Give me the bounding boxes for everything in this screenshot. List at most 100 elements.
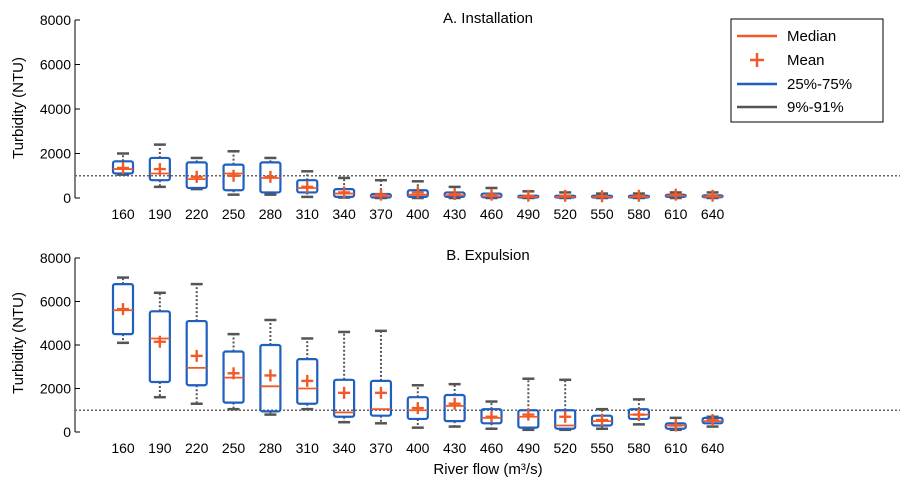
box-430 bbox=[443, 382, 466, 428]
x-tick-label: 310 bbox=[296, 440, 320, 456]
box-460 bbox=[480, 400, 503, 430]
x-tick-label: 550 bbox=[590, 440, 614, 456]
panel-installation: A. Installation Turbidity (NTU) 0 2000 400… bbox=[10, 10, 900, 222]
box-610 bbox=[664, 188, 687, 201]
legend-median-label: Median bbox=[787, 28, 836, 45]
box-400 bbox=[406, 180, 429, 200]
x-tick-label: 370 bbox=[369, 440, 393, 456]
x-tick-label: 460 bbox=[480, 206, 504, 222]
x-tick-label: 520 bbox=[554, 440, 578, 456]
y-tick-label: 0 bbox=[63, 190, 71, 206]
box-520 bbox=[554, 189, 577, 202]
x-tick-label: 610 bbox=[664, 206, 688, 222]
x-tick-label: 400 bbox=[406, 440, 430, 456]
box-190 bbox=[148, 291, 171, 399]
x-tick-label: 190 bbox=[148, 440, 172, 456]
box-610 bbox=[664, 416, 687, 432]
box-310 bbox=[296, 337, 319, 411]
box-160 bbox=[111, 152, 135, 176]
box-640 bbox=[701, 189, 724, 202]
panel-title-installation: A. Installation bbox=[443, 10, 533, 27]
x-tick-label: 280 bbox=[259, 206, 283, 222]
box-190 bbox=[148, 143, 171, 189]
legend-mean-swatch bbox=[750, 53, 764, 67]
x-tick-label: 580 bbox=[627, 440, 651, 456]
y-tick-label: 6000 bbox=[40, 294, 71, 310]
y-tick-label: 8000 bbox=[40, 12, 71, 28]
box-220 bbox=[185, 156, 208, 191]
box-250 bbox=[222, 150, 245, 196]
legend-whisker-label: 9%-91% bbox=[787, 99, 844, 116]
iqr-box bbox=[259, 343, 282, 413]
x-tick-label: 370 bbox=[369, 206, 393, 222]
iqr-box bbox=[333, 378, 356, 418]
x-tick-label: 550 bbox=[590, 206, 614, 222]
box-370 bbox=[369, 329, 393, 425]
y-tick-label: 6000 bbox=[40, 57, 71, 73]
x-axis-label: River flow (m³/s) bbox=[433, 461, 542, 478]
x-tick-label: 430 bbox=[443, 440, 467, 456]
box-550 bbox=[590, 190, 614, 203]
box-370 bbox=[369, 178, 393, 201]
box-430 bbox=[443, 185, 466, 200]
box-340 bbox=[333, 330, 356, 424]
y-tick-label: 4000 bbox=[40, 101, 71, 117]
iqr-box bbox=[554, 409, 577, 430]
x-tick-label: 190 bbox=[148, 206, 172, 222]
box-580 bbox=[627, 398, 651, 426]
x-tick-label: 490 bbox=[517, 440, 541, 456]
iqr-box bbox=[443, 393, 466, 423]
box-160 bbox=[111, 276, 135, 345]
iqr-box bbox=[185, 319, 208, 387]
box-340 bbox=[333, 176, 356, 199]
iqr-box bbox=[480, 408, 503, 425]
y-axis-label-installation: Turbidity (NTU) bbox=[10, 57, 27, 159]
x-tick-label: 460 bbox=[480, 440, 504, 456]
box-220 bbox=[185, 282, 208, 405]
box-520 bbox=[554, 378, 577, 432]
box-460 bbox=[480, 186, 503, 201]
iqr-box bbox=[406, 396, 429, 421]
box-550 bbox=[590, 407, 614, 430]
box-400 bbox=[406, 383, 429, 429]
x-tick-label: 610 bbox=[664, 440, 688, 456]
legend: Median Mean 25%-75% 9%-91% bbox=[730, 18, 884, 123]
y-tick-label: 2000 bbox=[40, 381, 71, 397]
box-580 bbox=[627, 189, 651, 202]
box-640 bbox=[701, 414, 724, 428]
x-tick-label: 250 bbox=[222, 206, 246, 222]
box-310 bbox=[296, 170, 319, 199]
box-280 bbox=[259, 318, 282, 416]
iqr-box bbox=[148, 310, 171, 384]
legend-iqr-label: 25%-75% bbox=[787, 76, 852, 93]
box-250 bbox=[222, 332, 245, 411]
iqr-box bbox=[111, 283, 135, 336]
x-tick-label: 430 bbox=[443, 206, 467, 222]
x-tick-label: 220 bbox=[185, 440, 209, 456]
x-tick-label: 640 bbox=[701, 206, 725, 222]
y-axis-label-expulsion: Turbidity (NTU) bbox=[10, 292, 27, 394]
iqr-box bbox=[296, 358, 319, 405]
x-tick-label: 580 bbox=[627, 206, 651, 222]
x-tick-label: 250 bbox=[222, 440, 246, 456]
box-490 bbox=[517, 189, 540, 202]
x-tick-label: 220 bbox=[185, 206, 209, 222]
legend-mean-label: Mean bbox=[787, 52, 825, 69]
panel-title-expulsion: B. Expulsion bbox=[446, 247, 529, 264]
x-tick-label: 640 bbox=[701, 440, 725, 456]
iqr-box bbox=[369, 379, 393, 417]
x-tick-label: 490 bbox=[517, 206, 541, 222]
x-tick-label: 340 bbox=[332, 206, 356, 222]
y-tick-label: 4000 bbox=[40, 337, 71, 353]
box-280 bbox=[259, 156, 282, 196]
box-490 bbox=[517, 377, 540, 432]
x-tick-label: 340 bbox=[332, 440, 356, 456]
iqr-box bbox=[222, 163, 245, 192]
y-tick-label: 2000 bbox=[40, 146, 71, 162]
x-tick-label: 310 bbox=[296, 206, 320, 222]
x-tick-label: 160 bbox=[111, 440, 135, 456]
x-tick-label: 280 bbox=[259, 440, 283, 456]
x-tick-label: 520 bbox=[554, 206, 578, 222]
y-tick-label: 8000 bbox=[40, 250, 71, 266]
